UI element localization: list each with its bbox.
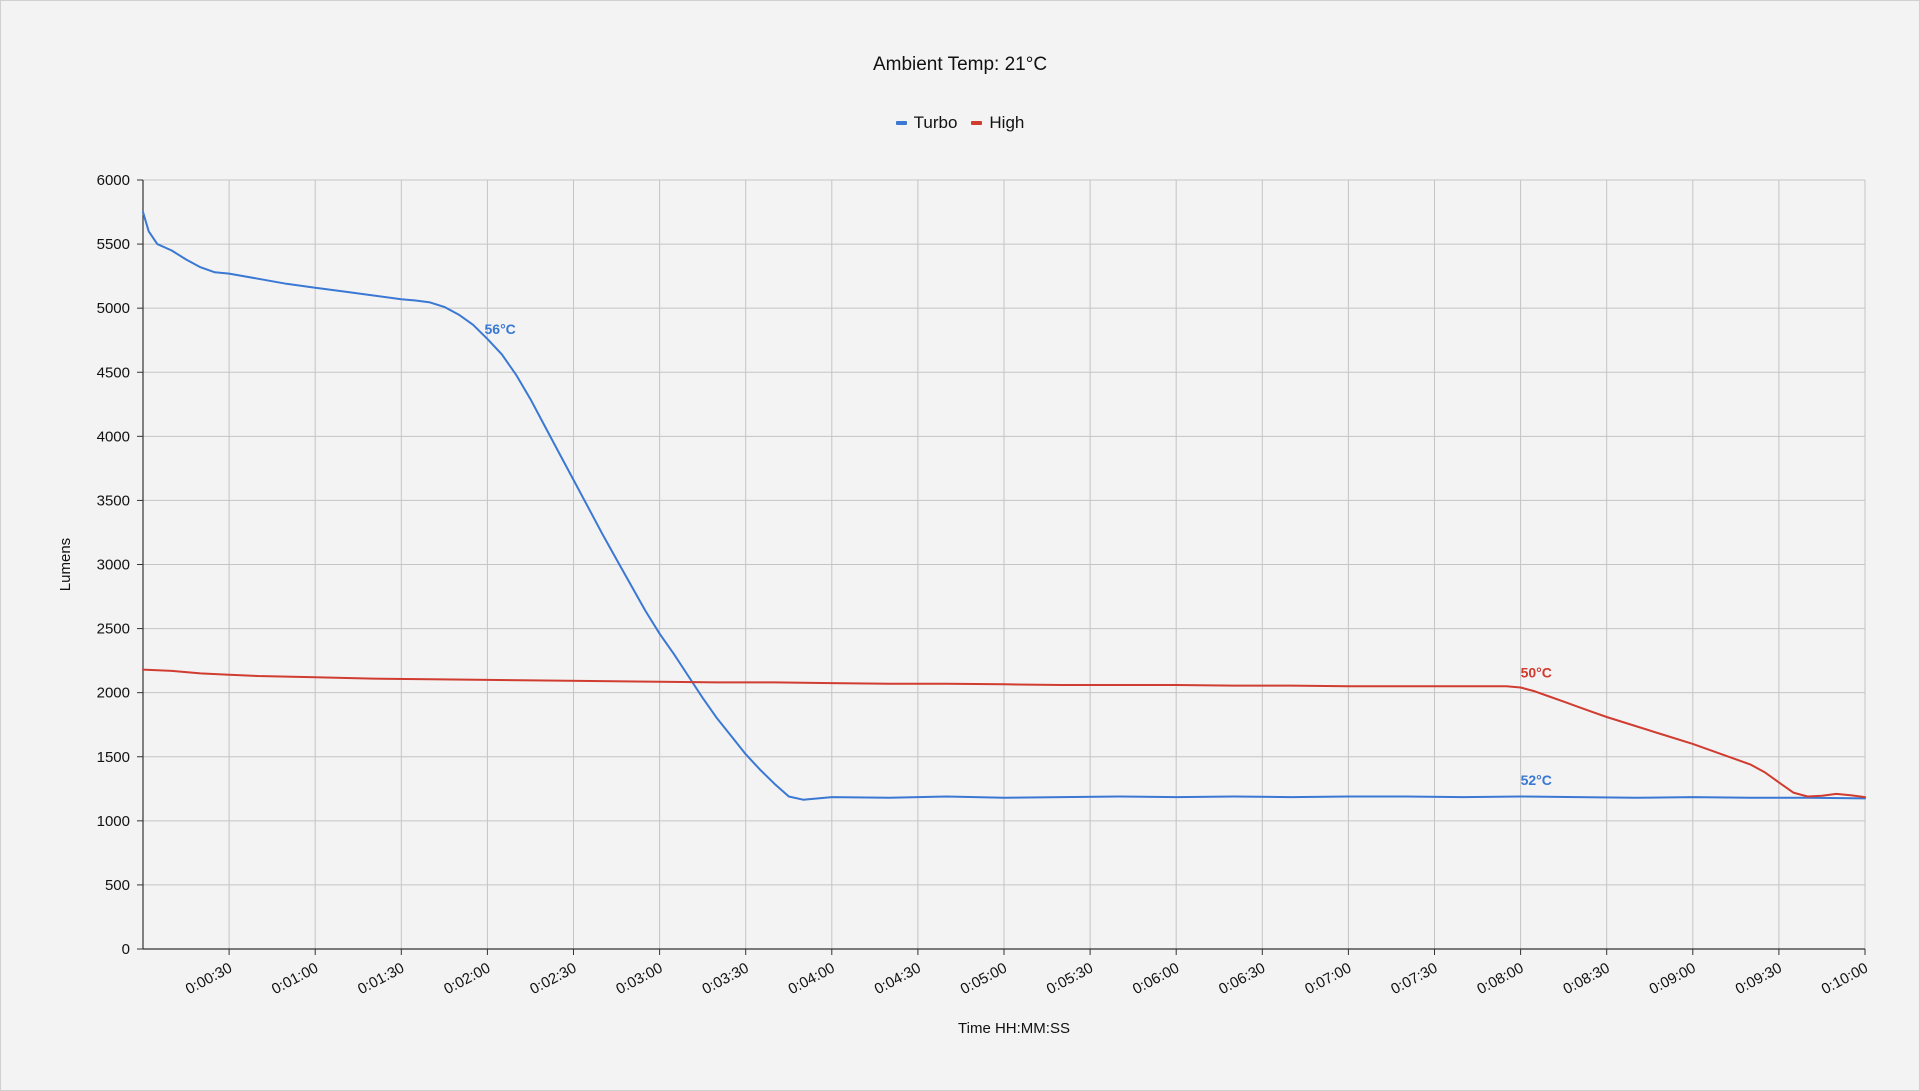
x-tick-label: 0:04:00 (786, 960, 838, 999)
x-axis-title: Time HH:MM:SS (958, 1020, 1070, 1037)
x-tick-label: 0:07:00 (1302, 960, 1354, 999)
legend-item-high[interactable]: High (971, 113, 1024, 133)
y-tick-label: 1000 (97, 813, 130, 830)
y-tick-label: 2500 (97, 621, 130, 638)
x-tick-label: 0:02:30 (527, 960, 579, 999)
y-tick-label: 3000 (97, 557, 130, 574)
y-tick-label: 2000 (97, 685, 130, 702)
legend-label-turbo: Turbo (913, 113, 958, 132)
x-tick-label: 0:06:30 (1216, 960, 1268, 999)
x-tick-label: 0:07:30 (1388, 960, 1440, 999)
x-tick-label: 0:05:30 (1044, 960, 1096, 999)
x-tick-label: 0:08:00 (1474, 960, 1526, 999)
series-line-turbo (142, 211, 1866, 801)
y-axis-title: Lumens (57, 538, 74, 591)
x-tick-label: 0:01:30 (355, 960, 407, 999)
x-tick-label: 0:03:00 (613, 960, 665, 999)
temperature-annotation: 50°C (1521, 664, 1552, 680)
series-line-high (142, 668, 1866, 799)
x-tick-label: 0:08:30 (1560, 960, 1612, 999)
x-tick-label: 0:10:00 (1819, 960, 1871, 999)
x-tick-label: 0:02:00 (441, 960, 493, 999)
x-tick-label: 0:03:30 (699, 960, 751, 999)
x-tick-label: 0:04:30 (872, 960, 924, 999)
y-tick-label: 500 (105, 877, 130, 894)
y-tick-label: 0 (122, 941, 130, 958)
y-tick-label: 5500 (97, 236, 130, 253)
legend-swatch-turbo (895, 121, 907, 125)
chart-title: Ambient Temp: 21°C (872, 54, 1048, 75)
x-tick-label: 0:00:30 (183, 960, 235, 999)
y-tick-label: 4500 (97, 364, 130, 381)
x-tick-label: 0:01:00 (269, 960, 321, 999)
y-tick-label: 1500 (97, 749, 130, 766)
x-tick-label: 0:06:00 (1130, 960, 1182, 999)
x-tick-label: 0:05:00 (958, 960, 1010, 999)
temperature-annotation: 52°C (1521, 772, 1552, 788)
x-tick-label: 0:09:00 (1647, 960, 1699, 999)
y-tick-label: 4000 (97, 428, 130, 445)
temperature-annotation: 56°C (485, 321, 516, 337)
chart-legend: Turbo High (0, 113, 1920, 133)
x-tick-label: 0:09:30 (1733, 960, 1785, 999)
legend-label-high: High (989, 113, 1025, 132)
legend-swatch-high (971, 121, 983, 125)
legend-item-turbo[interactable]: Turbo (895, 113, 958, 133)
y-tick-label: 5000 (97, 300, 130, 317)
y-tick-label: 6000 (97, 172, 130, 189)
y-tick-label: 3500 (97, 492, 130, 509)
